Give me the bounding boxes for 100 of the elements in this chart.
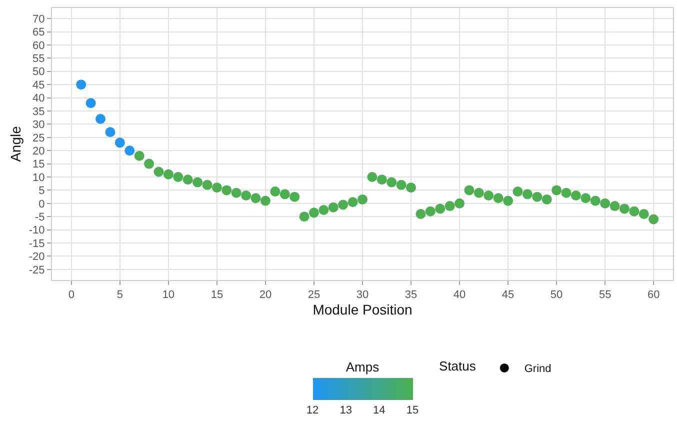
point <box>638 208 649 219</box>
y-tick-label: 40 <box>32 92 45 105</box>
point <box>454 198 465 208</box>
point <box>600 198 610 208</box>
point <box>425 206 436 216</box>
y-tick-label: 70 <box>32 13 45 26</box>
point <box>619 204 630 214</box>
x-tick-label: 10 <box>162 289 175 302</box>
x-tick-label: 30 <box>356 289 369 302</box>
x-axis-title: Module Position <box>312 302 412 318</box>
point <box>154 166 164 177</box>
y-tick-label: -20 <box>28 251 45 264</box>
point <box>474 188 484 198</box>
text: Grind <box>524 363 552 376</box>
point <box>444 201 455 212</box>
y-tick-label: 45 <box>32 79 45 92</box>
point <box>96 114 106 124</box>
point <box>192 177 203 188</box>
point <box>328 202 338 212</box>
y-tick-label: 20 <box>32 145 45 158</box>
y-tick-label: -10 <box>28 224 45 237</box>
point <box>493 193 504 204</box>
point <box>532 192 542 202</box>
point <box>464 185 474 196</box>
point <box>386 177 397 188</box>
point <box>260 196 270 206</box>
color-bar-label: 12 <box>306 404 319 417</box>
x-tick-label: 5 <box>116 289 123 302</box>
y-tick-label: 65 <box>32 26 45 39</box>
point <box>348 197 358 208</box>
point <box>318 205 329 216</box>
point <box>358 194 368 204</box>
x-tick-label: 35 <box>404 289 418 302</box>
y-tick-label: 10 <box>32 172 45 184</box>
point <box>163 169 174 180</box>
point <box>105 127 116 138</box>
color-bar-label: 15 <box>406 404 419 417</box>
point <box>552 185 562 196</box>
point <box>406 182 416 193</box>
point <box>86 98 96 108</box>
y-tick-label: -25 <box>28 264 45 276</box>
point <box>629 206 640 216</box>
point <box>396 180 406 190</box>
point <box>376 174 387 185</box>
point <box>590 196 600 206</box>
point <box>522 189 532 200</box>
point <box>202 180 212 190</box>
x-tick-label: 25 <box>308 289 320 302</box>
point <box>648 214 659 224</box>
y-tick-label: -5 <box>35 211 45 224</box>
x-tick-label: 20 <box>259 289 272 302</box>
point <box>561 188 572 198</box>
point <box>114 138 125 148</box>
y-tick-label: 50 <box>32 66 45 78</box>
color-bar-label: 14 <box>373 404 386 417</box>
x-tick-label: 0 <box>68 289 74 302</box>
point <box>338 200 348 210</box>
legend-title: Status <box>439 358 476 374</box>
x-tick-label: 60 <box>647 289 660 302</box>
point <box>484 190 494 200</box>
x-tick-label: 40 <box>453 289 466 302</box>
point <box>570 190 581 200</box>
point <box>144 158 154 169</box>
y-tick-label: 25 <box>32 132 45 144</box>
point <box>435 204 446 214</box>
point <box>270 186 280 197</box>
y-tick-label: 0 <box>38 198 45 210</box>
point <box>542 194 552 204</box>
color-bar-title: Amps <box>346 360 380 375</box>
x-tick-label: 15 <box>210 289 224 302</box>
y-tick-label: 55 <box>32 53 45 66</box>
y-tick-label: -15 <box>28 238 45 250</box>
y-tick-label: 15 <box>32 158 45 171</box>
point <box>250 193 261 204</box>
point <box>222 185 232 196</box>
point <box>173 172 184 182</box>
point <box>76 80 86 90</box>
point <box>182 174 193 185</box>
y-tick-label: 35 <box>32 106 45 118</box>
point <box>299 212 310 222</box>
point <box>241 190 252 200</box>
x-tick-label: 55 <box>598 289 612 302</box>
point <box>580 193 591 204</box>
point <box>367 172 378 182</box>
point <box>124 146 135 156</box>
y-axis-title: Angle <box>7 126 24 162</box>
point <box>280 189 290 200</box>
y-tick-label: 30 <box>32 119 45 132</box>
point <box>503 196 514 206</box>
point <box>308 208 319 218</box>
point <box>231 188 242 198</box>
point <box>290 192 300 202</box>
point <box>134 150 144 161</box>
point <box>512 186 523 197</box>
point <box>212 182 222 193</box>
x-tick-label: 50 <box>550 289 563 302</box>
color-bar-label: 13 <box>340 404 352 417</box>
x-tick-label: 45 <box>502 289 514 302</box>
point <box>416 208 426 219</box>
point <box>610 201 620 212</box>
